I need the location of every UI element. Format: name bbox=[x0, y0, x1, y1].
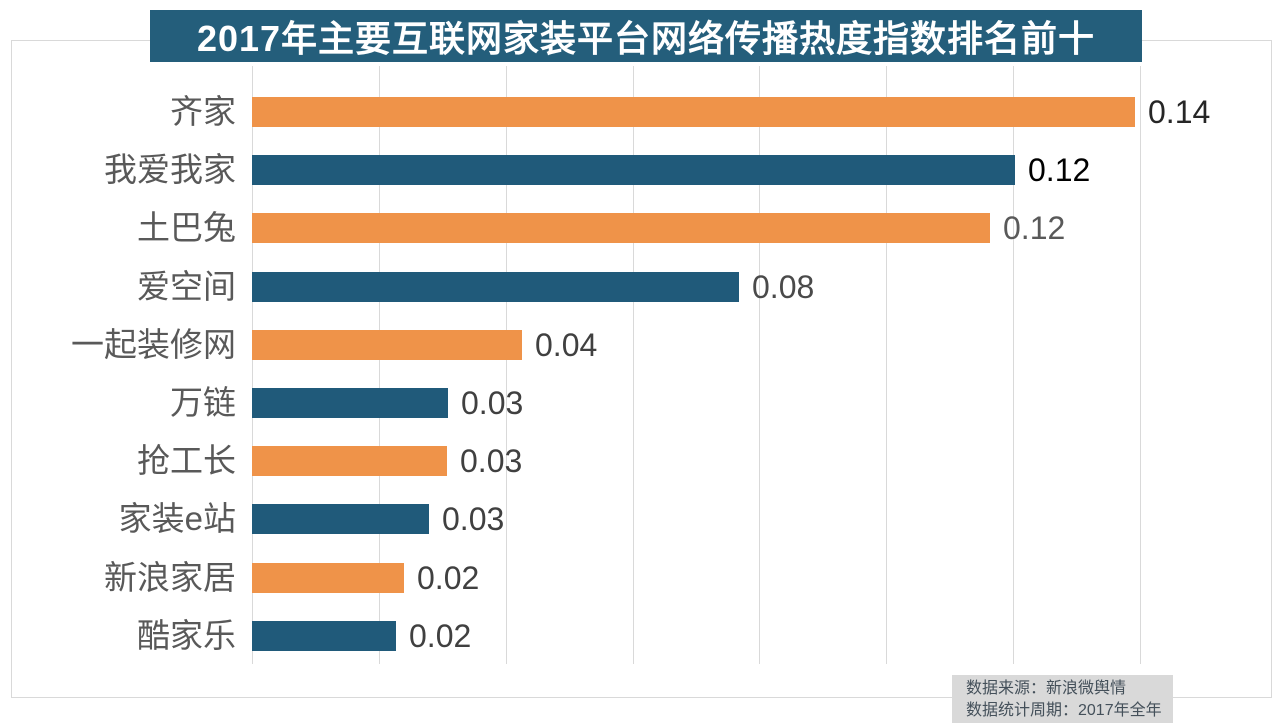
x-gridline bbox=[633, 66, 634, 664]
x-gridline bbox=[252, 66, 253, 664]
category-label: 万链 bbox=[170, 384, 236, 421]
category-label: 爱空间 bbox=[137, 268, 236, 305]
category-label: 我爱我家 bbox=[104, 151, 236, 188]
bar-万链 bbox=[252, 388, 448, 418]
source-note-box: 数据来源：新浪微舆情 数据统计周期：2017年全年 bbox=[952, 675, 1173, 723]
category-label: 酷家乐 bbox=[137, 617, 236, 654]
bar-新浪家居 bbox=[252, 563, 404, 593]
category-label: 一起装修网 bbox=[71, 326, 236, 363]
value-label: 0.04 bbox=[535, 327, 598, 363]
value-label: 0.14 bbox=[1148, 94, 1211, 130]
bar-土巴兔 bbox=[252, 213, 990, 243]
category-label: 新浪家居 bbox=[104, 559, 236, 596]
source-line-2: 数据统计周期：2017年全年 bbox=[966, 702, 1162, 719]
bar-我爱我家 bbox=[252, 155, 1015, 185]
value-label: 0.02 bbox=[409, 618, 472, 654]
chart-title: 2017年主要互联网家装平台网络传播热度指数排名前十 bbox=[196, 18, 1096, 59]
source-line-1: 数据来源：新浪微舆情 bbox=[966, 680, 1127, 697]
x-gridline bbox=[1013, 66, 1014, 664]
bar-酷家乐 bbox=[252, 621, 396, 651]
category-label: 土巴兔 bbox=[137, 209, 236, 246]
x-gridline bbox=[506, 66, 507, 664]
value-label: 0.03 bbox=[442, 501, 505, 537]
bar-一起装修网 bbox=[252, 330, 522, 360]
x-gridline bbox=[1140, 66, 1141, 664]
x-gridline bbox=[886, 66, 887, 664]
category-label: 抢工长 bbox=[137, 442, 236, 479]
category-label: 家装e站 bbox=[118, 500, 236, 537]
value-label: 0.08 bbox=[752, 269, 815, 305]
x-gridline bbox=[759, 66, 760, 664]
value-label: 0.02 bbox=[417, 560, 480, 596]
value-label: 0.12 bbox=[1028, 152, 1091, 188]
value-label: 0.03 bbox=[461, 385, 524, 421]
bar-家装e站 bbox=[252, 504, 429, 534]
value-label: 0.03 bbox=[460, 443, 523, 479]
bar-爱空间 bbox=[252, 272, 739, 302]
bar-抢工长 bbox=[252, 446, 447, 476]
value-label: 0.12 bbox=[1003, 210, 1066, 246]
bar-齐家 bbox=[252, 97, 1135, 127]
plot-frame bbox=[11, 40, 1272, 698]
x-gridline bbox=[379, 66, 380, 664]
chart-title-banner: 2017年主要互联网家装平台网络传播热度指数排名前十 bbox=[150, 10, 1142, 62]
category-label: 齐家 bbox=[170, 93, 236, 130]
